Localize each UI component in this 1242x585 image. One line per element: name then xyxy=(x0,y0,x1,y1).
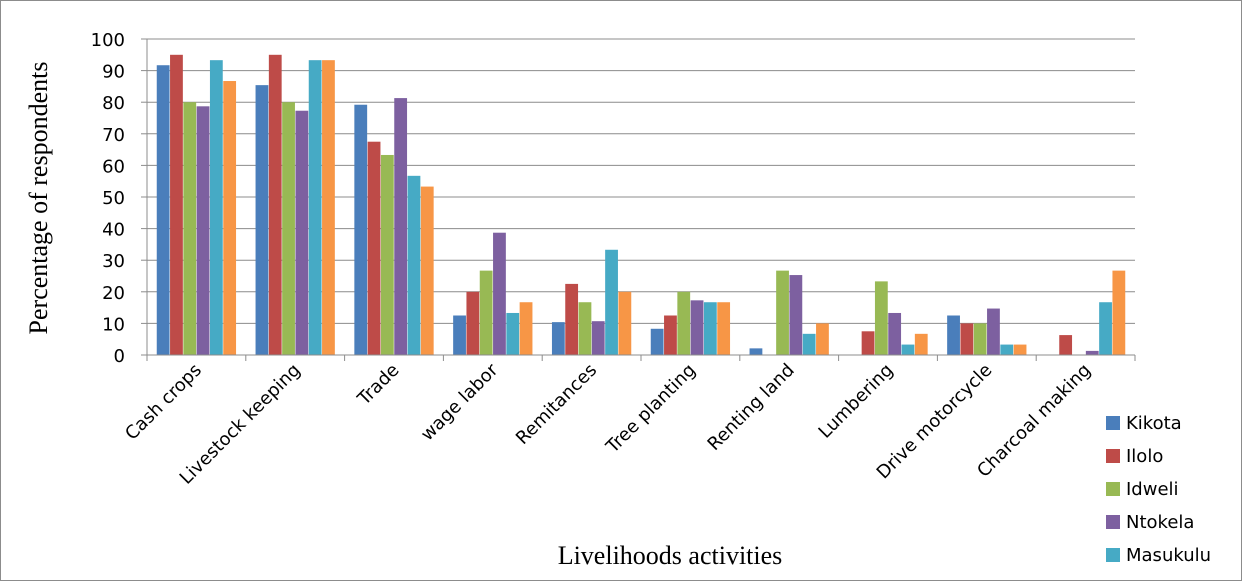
y-tick-label: 40 xyxy=(102,220,125,241)
bar xyxy=(1099,302,1112,355)
x-category-label: Tree planting xyxy=(602,360,700,458)
x-category-label: Trade xyxy=(353,360,403,410)
bar xyxy=(407,175,421,355)
bar xyxy=(802,333,816,355)
bar xyxy=(551,322,565,355)
bar xyxy=(453,315,466,355)
y-tick-labels: 0 10 20 30 40 50 60 70 80 90 100 xyxy=(91,30,125,367)
y-tick-label: 0 xyxy=(114,346,125,367)
y-tick-label: 60 xyxy=(102,156,125,177)
legend-swatch xyxy=(1106,416,1120,430)
bar xyxy=(170,54,183,356)
y-tick-label: 80 xyxy=(102,93,125,114)
x-category-label: Renting land xyxy=(704,360,799,455)
bar xyxy=(789,275,803,355)
bar xyxy=(196,106,210,355)
bar xyxy=(367,141,381,355)
bar xyxy=(861,331,875,355)
bar xyxy=(223,81,237,355)
bar xyxy=(677,291,691,355)
bar xyxy=(519,302,533,355)
bar xyxy=(209,60,223,356)
bar xyxy=(466,291,480,355)
bar xyxy=(578,302,592,355)
bar xyxy=(506,312,520,355)
bar xyxy=(776,270,789,355)
bar xyxy=(987,308,1000,355)
bar xyxy=(565,283,579,355)
y-tick-label: 90 xyxy=(102,62,125,83)
bars xyxy=(156,54,1126,356)
x-category-label: wage labor xyxy=(417,359,503,445)
y-tick-label: 20 xyxy=(102,283,125,304)
x-category-label: Lumbering xyxy=(815,360,898,443)
legend-swatch xyxy=(1106,449,1120,463)
legend-label: Ilolo xyxy=(1126,446,1163,467)
bar xyxy=(420,186,434,355)
bar xyxy=(717,302,731,355)
bar xyxy=(394,98,408,355)
y-axis-title: Percentage of respondents xyxy=(24,62,53,335)
axes xyxy=(141,38,1136,361)
x-category-label: Remitances xyxy=(512,360,601,449)
bar xyxy=(664,315,677,355)
legend-label: Masukulu xyxy=(1126,545,1211,566)
bar xyxy=(156,65,170,355)
bar xyxy=(874,281,888,355)
y-tick-label: 70 xyxy=(102,125,125,146)
bar xyxy=(960,323,974,355)
bar xyxy=(1000,344,1014,355)
y-tick-label: 30 xyxy=(102,251,125,272)
legend-label: Idweli xyxy=(1126,479,1179,500)
legend-swatch xyxy=(1106,482,1120,496)
legend-swatch xyxy=(1106,548,1120,562)
bar xyxy=(295,110,309,356)
bar xyxy=(605,249,618,355)
bar xyxy=(1059,335,1073,355)
bar xyxy=(816,323,829,355)
bar xyxy=(183,102,197,355)
legend-label: Kikota xyxy=(1126,413,1182,434)
bar xyxy=(255,85,269,356)
x-category-label: Cash crops xyxy=(121,360,206,445)
bar xyxy=(650,328,664,355)
legend-swatch xyxy=(1106,515,1120,529)
bar xyxy=(591,321,605,355)
bar xyxy=(888,312,902,355)
bar xyxy=(703,302,717,355)
bar xyxy=(282,102,295,355)
bar xyxy=(914,333,928,355)
bar xyxy=(618,291,632,355)
y-tick-label: 10 xyxy=(102,314,125,335)
bar xyxy=(493,232,506,355)
legend: Kikota Ilolo Idweli Ntokela Masukulu xyxy=(1106,413,1211,566)
bar xyxy=(973,323,987,355)
bar xyxy=(1085,350,1099,355)
legend-label: Ntokela xyxy=(1126,512,1194,533)
bar xyxy=(749,348,763,355)
y-tick-label: 50 xyxy=(102,188,125,209)
bar xyxy=(308,60,322,356)
y-tick-label: 100 xyxy=(91,30,125,51)
bar xyxy=(1112,270,1126,355)
bar xyxy=(479,270,493,355)
bar xyxy=(901,344,915,355)
bar xyxy=(690,300,704,355)
bar xyxy=(947,315,960,355)
x-axis-title: Livelihoods activities xyxy=(558,541,783,570)
bar xyxy=(1013,344,1027,355)
bar xyxy=(322,60,335,356)
bar xyxy=(380,154,394,355)
bar xyxy=(268,54,282,356)
bar xyxy=(354,104,368,355)
gridlines xyxy=(147,38,1135,324)
